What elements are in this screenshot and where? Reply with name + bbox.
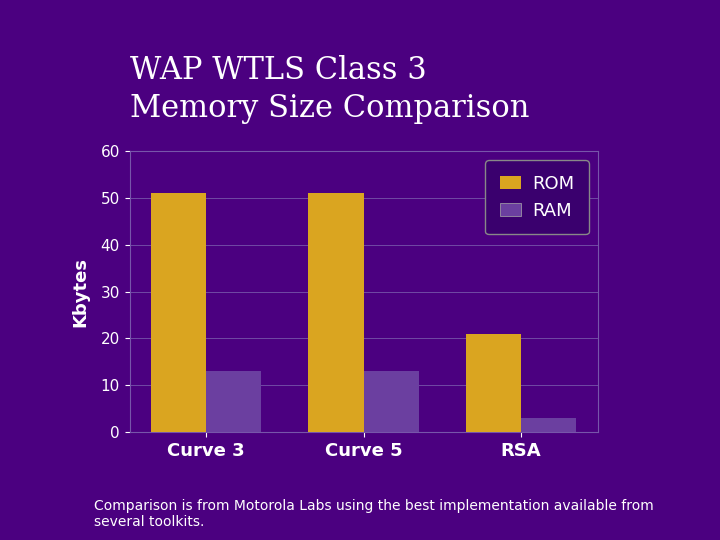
Bar bbox=[364, 371, 419, 432]
Bar bbox=[151, 193, 206, 432]
Text: WAP WTLS Class 3
Memory Size Comparison: WAP WTLS Class 3 Memory Size Comparison bbox=[130, 55, 529, 124]
Bar bbox=[521, 418, 576, 432]
Bar bbox=[308, 193, 364, 432]
Y-axis label: Kbytes: Kbytes bbox=[71, 256, 89, 327]
Bar bbox=[466, 334, 521, 432]
Legend: ROM, RAM: ROM, RAM bbox=[485, 160, 588, 234]
Text: Comparison is from Motorola Labs using the best implementation available from
se: Comparison is from Motorola Labs using t… bbox=[94, 499, 653, 529]
Bar bbox=[206, 371, 261, 432]
